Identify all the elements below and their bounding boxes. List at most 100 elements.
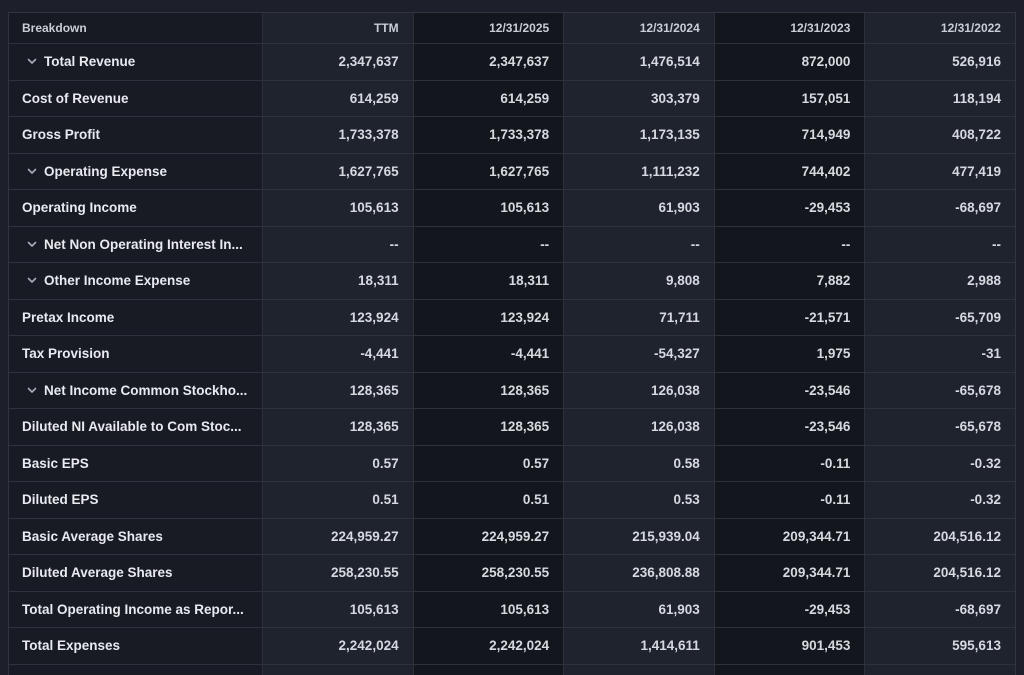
cell-value: 595,613 <box>864 628 1015 664</box>
cell-value: -29,453 <box>713 591 865 627</box>
row-label: Basic EPS <box>22 455 89 471</box>
cell-value: -0.32 <box>864 482 1015 518</box>
row-label[interactable]: Total Revenue <box>44 54 136 70</box>
row-label: Basic Average Shares <box>22 528 163 544</box>
row-label-cell: Basic Average Shares <box>9 518 262 554</box>
cell-value: -4,441 <box>262 336 413 372</box>
table-row: Diluted EPS 0.51 0.51 0.53 -0.11 -0.32 <box>9 482 1015 519</box>
cell-value: 477,419 <box>864 153 1015 189</box>
partial-cell <box>864 664 1015 675</box>
partial-cell <box>563 664 714 675</box>
row-label: Diluted Average Shares <box>22 565 173 581</box>
cell-value: 61,903 <box>563 591 714 627</box>
cell-value: 2,242,024 <box>412 628 564 664</box>
row-label: Pretax Income <box>22 309 115 325</box>
cell-value: 128,365 <box>262 372 413 408</box>
chevron-down-icon[interactable] <box>22 277 42 284</box>
cell-value: 18,311 <box>412 263 564 299</box>
cell-value: 872,000 <box>713 44 865 80</box>
row-label-cell: Net Income Common Stockho... <box>9 372 262 408</box>
table-row: Other Income Expense 18,311 18,311 9,808 7,8… <box>9 263 1015 300</box>
row-label: Total Operating Income as Repor... <box>22 601 244 617</box>
partial-cell <box>713 664 865 675</box>
cell-value: 7,882 <box>713 263 865 299</box>
row-label-cell: Diluted EPS <box>9 482 262 518</box>
row-label[interactable]: Net Non Operating Interest In... <box>44 236 243 252</box>
cell-value: 209,344.71 <box>713 555 865 591</box>
row-label[interactable]: Other Income Expense <box>44 273 191 289</box>
cell-value: 408,722 <box>864 117 1015 153</box>
table-row: Basic Average Shares 224,959.27 224,959.27… <box>9 518 1015 555</box>
cell-value: -54,327 <box>563 336 714 372</box>
cell-value: -23,546 <box>713 372 865 408</box>
cell-value: 157,051 <box>713 80 865 116</box>
cell-value: -31 <box>864 336 1015 372</box>
partial-cell <box>262 664 413 675</box>
row-label-cell: Diluted Average Shares <box>9 555 262 591</box>
row-label: Tax Provision <box>22 346 110 362</box>
table-row: Tax Provision -4,441 -4,441 -54,327 1,975 -31 <box>9 336 1015 373</box>
row-label-cell: Basic EPS <box>9 445 262 481</box>
row-label-cell: Tax Provision <box>9 336 262 372</box>
row-label: Total Expenses <box>22 638 121 654</box>
cell-value: 71,711 <box>563 299 714 335</box>
table-header-row: Breakdown TTM 12/31/2025 12/31/2024 12/31/20… <box>9 13 1015 44</box>
row-label-cell: Cost of Revenue <box>9 80 262 116</box>
cell-value: 0.51 <box>262 482 413 518</box>
cell-value: 118,194 <box>864 80 1015 116</box>
financials-table: Breakdown TTM 12/31/2025 12/31/2024 12/31/20… <box>8 12 1016 675</box>
cell-value: 0.53 <box>563 482 714 518</box>
row-label[interactable]: Net Income Common Stockho... <box>44 382 248 398</box>
cell-value: -- <box>713 226 865 262</box>
row-label-cell: Total Operating Income as Repor... <box>9 591 262 627</box>
cell-value: 1,627,765 <box>412 153 564 189</box>
cell-value: 1,111,232 <box>563 153 714 189</box>
table-row: Total Revenue 2,347,637 2,347,637 1,476,514… <box>9 44 1015 81</box>
cell-value: 105,613 <box>262 190 413 226</box>
cell-value: 128,365 <box>262 409 413 445</box>
column-header: 12/31/2023 <box>713 13 865 43</box>
cell-value: 61,903 <box>563 190 714 226</box>
chevron-down-icon[interactable] <box>22 58 42 65</box>
cell-value: 0.57 <box>412 445 564 481</box>
cell-value: 9,808 <box>563 263 714 299</box>
row-label-cell: Net Non Operating Interest In... <box>9 226 262 262</box>
cell-value: 2,988 <box>864 263 1015 299</box>
row-label: Gross Profit <box>22 127 101 143</box>
table-row: Gross Profit 1,733,378 1,733,378 1,173,135 7… <box>9 117 1015 154</box>
cell-value: 714,949 <box>713 117 865 153</box>
row-label-cell: Pretax Income <box>9 299 262 335</box>
row-label-cell: Diluted NI Available to Com Stoc... <box>9 409 262 445</box>
row-label-cell: Other Income Expense <box>9 263 262 299</box>
table-row: Net Non Operating Interest In... -- -- -- --… <box>9 226 1015 263</box>
cell-value: 1,733,378 <box>262 117 413 153</box>
column-header: 12/31/2022 <box>864 13 1015 43</box>
cell-value: 258,230.55 <box>262 555 413 591</box>
cell-value: 126,038 <box>563 372 714 408</box>
row-label[interactable]: Operating Expense <box>44 163 168 179</box>
cell-value: -29,453 <box>713 190 865 226</box>
cell-value: 614,259 <box>412 80 564 116</box>
cell-value: -- <box>864 226 1015 262</box>
table-row: Diluted Average Shares 258,230.55 258,230.… <box>9 555 1015 592</box>
row-label-cell: Gross Profit <box>9 117 262 153</box>
table-row: Pretax Income 123,924 123,924 71,711 -21,571… <box>9 299 1015 336</box>
cell-value: 0.57 <box>262 445 413 481</box>
cell-value: -- <box>262 226 413 262</box>
column-header-breakdown: Breakdown <box>9 13 262 43</box>
cell-value: -65,678 <box>864 372 1015 408</box>
cell-value: -- <box>563 226 714 262</box>
row-label: Diluted NI Available to Com Stoc... <box>22 419 242 435</box>
table-row: Diluted NI Available to Com Stoc... 128,3… <box>9 409 1015 446</box>
chevron-down-icon[interactable] <box>22 168 42 175</box>
cell-value: 1,733,378 <box>412 117 564 153</box>
cell-value: 236,808.88 <box>563 555 714 591</box>
cell-value: -68,697 <box>864 190 1015 226</box>
cell-value: 123,924 <box>262 299 413 335</box>
column-header: 12/31/2025 <box>412 13 564 43</box>
table-row: Total Operating Income as Repor... 105,61… <box>9 591 1015 628</box>
chevron-down-icon[interactable] <box>22 241 42 248</box>
table-row: Operating Expense 1,627,765 1,627,765 1,111… <box>9 153 1015 190</box>
cell-value: 224,959.27 <box>412 518 564 554</box>
chevron-down-icon[interactable] <box>22 387 42 394</box>
